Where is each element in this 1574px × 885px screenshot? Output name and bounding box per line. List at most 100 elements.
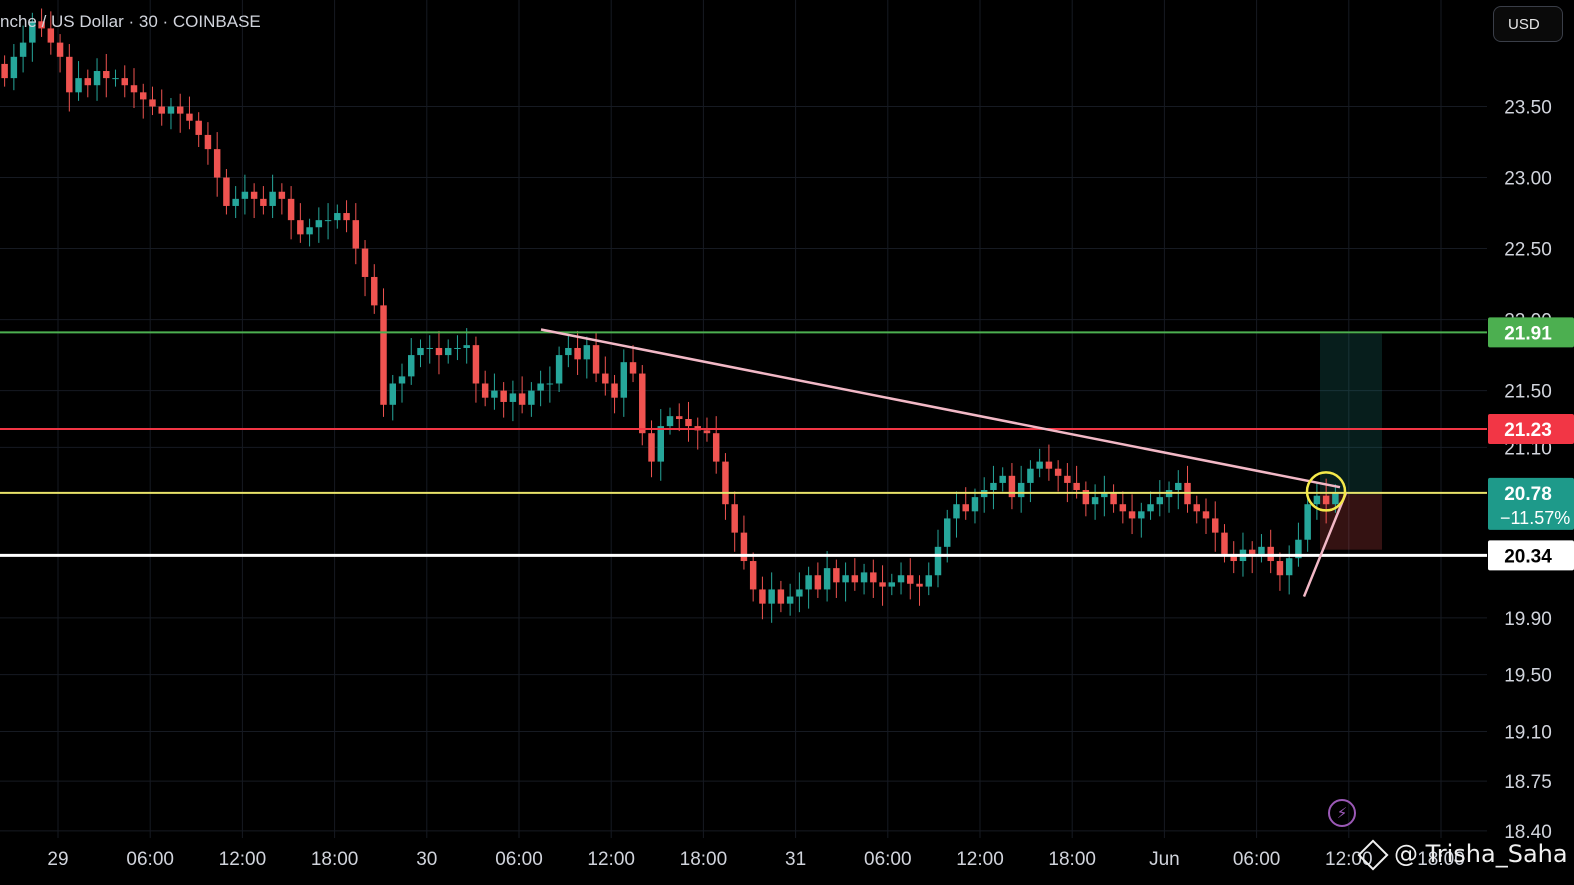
y-tick-label: 23.00 (1504, 169, 1552, 190)
candle-body (1276, 561, 1284, 576)
candle-body (343, 213, 350, 221)
candle-body (897, 575, 905, 583)
candle-body (481, 383, 489, 398)
candle-body (833, 568, 840, 583)
candle-body (1332, 492, 1339, 505)
candle-body (731, 504, 738, 533)
lightning-icon[interactable]: ⚡ (1328, 799, 1356, 827)
candle-body (352, 220, 360, 249)
candle-body (796, 589, 803, 597)
candle-body (1036, 461, 1043, 469)
y-tick-label: 18.40 (1504, 822, 1552, 843)
y-tick-label: 22.50 (1504, 240, 1552, 261)
candle-body (583, 345, 591, 360)
candle-body (990, 482, 997, 491)
y-tick-label: 18.75 (1504, 772, 1552, 793)
candle-body (999, 475, 1006, 483)
candle-body (417, 347, 424, 356)
candle-body (47, 28, 55, 43)
candle-body (334, 213, 341, 221)
candle-body (1054, 468, 1062, 476)
candle-body (176, 106, 184, 114)
candle-body (195, 120, 202, 135)
candle-body (1045, 461, 1053, 469)
candle-body (1295, 539, 1302, 559)
highlight-circle (1305, 471, 1347, 512)
candle-body (509, 393, 517, 402)
candle-body (1156, 497, 1164, 505)
candle-body (389, 383, 396, 405)
candle-body (1175, 482, 1182, 491)
candle-body (712, 433, 720, 462)
x-tick-label: 18:00 (1048, 849, 1096, 870)
candle-body (315, 220, 323, 228)
candle-body (491, 390, 498, 398)
y-tick-label: 21.50 (1504, 382, 1552, 403)
candle-body (1285, 558, 1293, 576)
candle-body (685, 419, 692, 427)
candle-body (500, 390, 507, 402)
candle-body (546, 383, 554, 385)
candle-body (953, 504, 960, 519)
candle-body (29, 21, 36, 43)
candle-body (241, 191, 249, 199)
candle-body (1119, 504, 1127, 512)
candle-body (186, 113, 193, 121)
candle-body (84, 78, 92, 86)
candle-body (786, 596, 794, 604)
x-tick-label: 12:00 (956, 849, 1004, 870)
level-price-badge (1488, 477, 1574, 530)
x-tick-label: 31 (785, 849, 806, 870)
candle-body (93, 71, 101, 86)
candle-body (287, 198, 295, 221)
candle-body (223, 177, 230, 206)
x-tick-label: 06:00 (1233, 849, 1281, 870)
candle-body (842, 575, 849, 583)
x-tick-label: 12:00 (219, 849, 267, 870)
candle-body (408, 355, 415, 377)
binance-logo-icon (1357, 839, 1389, 871)
candle-body (463, 345, 470, 348)
candle-body (555, 355, 563, 384)
candle-body (777, 589, 785, 604)
watermark: @ Trisha_Saha (1357, 839, 1568, 871)
x-tick-label: 06:00 (864, 849, 912, 870)
candle-body (1017, 482, 1025, 498)
candle-body (851, 575, 859, 583)
candle-body (19, 42, 27, 57)
candle-body (629, 362, 637, 374)
candle-body (149, 99, 156, 107)
candle-body (260, 198, 267, 206)
candle-body (907, 575, 914, 584)
candle-body (306, 227, 313, 235)
candle-body (1193, 504, 1200, 512)
candle-body (269, 191, 276, 206)
candle-body (380, 305, 387, 405)
candle-body (860, 572, 868, 583)
candle-body (768, 589, 775, 604)
candle-body (1313, 495, 1321, 505)
candle-body (1147, 504, 1154, 512)
currency-selector[interactable]: USD (1493, 6, 1563, 42)
candle-body (361, 248, 369, 277)
candle-body (1073, 482, 1080, 491)
candle-body (666, 416, 674, 427)
position-profit-zone (1320, 333, 1382, 495)
level-price-badge (1488, 413, 1574, 444)
candle-body (56, 42, 64, 57)
candle-body (620, 362, 628, 398)
x-tick-label: 30 (416, 849, 437, 870)
candle-body (213, 149, 221, 178)
candle-body (444, 347, 452, 356)
candle-body (879, 582, 886, 587)
candle-body (657, 426, 664, 462)
candle-body (1304, 504, 1311, 540)
candle-body (676, 416, 683, 419)
candle-body (962, 504, 969, 512)
candle-body (1110, 492, 1117, 505)
y-tick-label: 19.90 (1504, 609, 1552, 630)
candle-body (250, 191, 258, 199)
level-price-label: 20.78 (1504, 484, 1552, 505)
candle-body (722, 461, 729, 505)
